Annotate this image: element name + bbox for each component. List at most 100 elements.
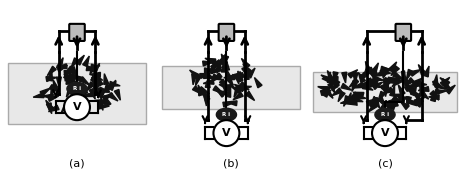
Polygon shape: [346, 97, 357, 103]
Polygon shape: [84, 92, 95, 97]
Polygon shape: [108, 93, 118, 101]
Polygon shape: [46, 77, 57, 81]
Polygon shape: [78, 107, 89, 114]
Polygon shape: [92, 85, 102, 93]
Polygon shape: [72, 75, 83, 82]
Polygon shape: [407, 83, 416, 93]
Polygon shape: [424, 66, 429, 77]
Polygon shape: [365, 61, 371, 72]
Polygon shape: [243, 64, 251, 74]
Polygon shape: [73, 105, 84, 110]
Polygon shape: [90, 72, 100, 77]
Polygon shape: [217, 63, 221, 74]
Polygon shape: [333, 80, 340, 91]
Polygon shape: [431, 91, 436, 102]
Polygon shape: [64, 66, 73, 75]
Polygon shape: [428, 95, 439, 100]
Polygon shape: [410, 85, 417, 96]
Polygon shape: [56, 64, 67, 69]
Polygon shape: [340, 99, 351, 104]
Polygon shape: [232, 74, 243, 82]
Polygon shape: [366, 99, 377, 106]
Polygon shape: [223, 84, 233, 91]
Polygon shape: [97, 100, 103, 110]
Polygon shape: [366, 70, 377, 77]
Polygon shape: [405, 84, 415, 91]
Polygon shape: [239, 82, 249, 90]
Polygon shape: [232, 72, 243, 79]
Polygon shape: [433, 75, 438, 85]
Polygon shape: [63, 73, 74, 78]
Polygon shape: [418, 64, 426, 75]
Polygon shape: [443, 79, 450, 89]
Polygon shape: [93, 75, 100, 86]
Polygon shape: [393, 72, 403, 80]
Polygon shape: [432, 80, 438, 91]
Polygon shape: [202, 91, 210, 101]
Polygon shape: [211, 66, 222, 73]
Polygon shape: [353, 96, 363, 102]
Polygon shape: [372, 82, 383, 89]
Polygon shape: [78, 89, 88, 97]
Polygon shape: [79, 94, 89, 101]
Polygon shape: [244, 69, 249, 80]
Polygon shape: [212, 74, 223, 80]
Polygon shape: [46, 103, 52, 114]
Polygon shape: [109, 81, 120, 86]
Polygon shape: [77, 102, 82, 113]
Polygon shape: [412, 90, 421, 99]
Text: V: V: [73, 102, 81, 112]
Polygon shape: [388, 102, 398, 107]
FancyBboxPatch shape: [69, 24, 85, 41]
Polygon shape: [76, 86, 81, 96]
FancyBboxPatch shape: [395, 24, 411, 41]
Polygon shape: [369, 69, 375, 80]
Text: (a): (a): [69, 158, 85, 168]
Polygon shape: [407, 97, 411, 108]
Polygon shape: [57, 58, 63, 68]
Bar: [8, 63, 146, 124]
Polygon shape: [384, 80, 395, 84]
Polygon shape: [66, 76, 76, 82]
Polygon shape: [208, 64, 216, 74]
Polygon shape: [389, 62, 397, 72]
Polygon shape: [241, 86, 252, 91]
Polygon shape: [224, 56, 229, 66]
Polygon shape: [389, 100, 394, 111]
Polygon shape: [92, 73, 101, 82]
Polygon shape: [398, 85, 405, 95]
Polygon shape: [204, 74, 214, 79]
Text: R i: R i: [73, 86, 81, 91]
Polygon shape: [322, 79, 333, 83]
Polygon shape: [223, 102, 234, 107]
Polygon shape: [381, 66, 391, 71]
Polygon shape: [57, 65, 67, 72]
Polygon shape: [213, 86, 223, 93]
Polygon shape: [446, 85, 455, 94]
Polygon shape: [221, 61, 226, 72]
Polygon shape: [407, 98, 417, 106]
Polygon shape: [346, 93, 351, 103]
Polygon shape: [349, 78, 359, 87]
Polygon shape: [355, 94, 366, 99]
Polygon shape: [322, 87, 330, 97]
Polygon shape: [400, 101, 409, 109]
Polygon shape: [226, 77, 233, 87]
Polygon shape: [344, 96, 350, 106]
Polygon shape: [332, 88, 342, 96]
Polygon shape: [33, 93, 44, 98]
Polygon shape: [70, 67, 77, 77]
Polygon shape: [53, 80, 59, 91]
Polygon shape: [436, 90, 446, 94]
Polygon shape: [65, 68, 76, 73]
Polygon shape: [80, 77, 90, 85]
Circle shape: [213, 120, 239, 146]
Polygon shape: [328, 82, 335, 93]
Polygon shape: [231, 86, 242, 93]
Polygon shape: [225, 60, 230, 70]
Polygon shape: [93, 80, 103, 89]
Polygon shape: [93, 74, 98, 85]
Polygon shape: [383, 67, 389, 78]
FancyBboxPatch shape: [219, 24, 234, 41]
Polygon shape: [384, 78, 395, 83]
